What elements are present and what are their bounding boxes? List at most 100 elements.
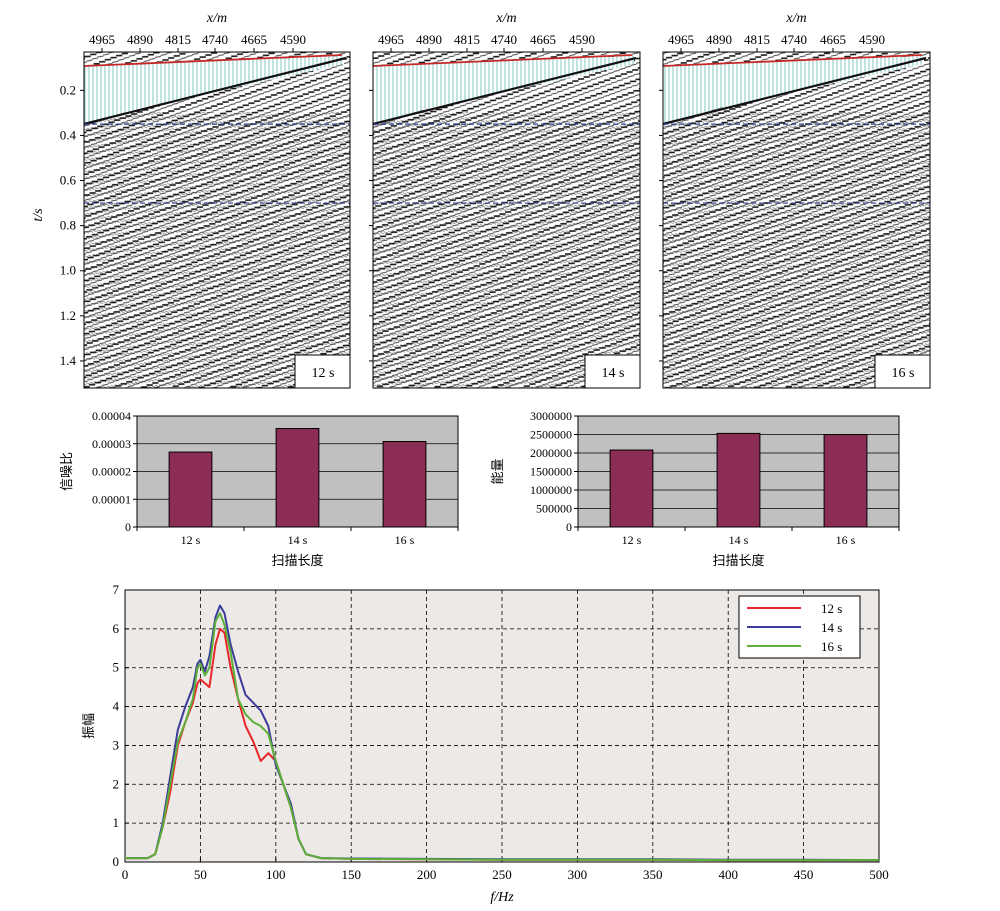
y-tick-label: 1.2 xyxy=(60,308,76,323)
y-tick-label: 0.00004 xyxy=(92,409,131,423)
direct-wave-line xyxy=(662,54,923,67)
y-tick-label: 0.00001 xyxy=(92,492,131,506)
x-tick-label: 4665 xyxy=(530,32,556,47)
x-tick-label: 100 xyxy=(266,867,286,882)
x-tick-label: 12 s xyxy=(622,533,642,547)
snr-bar-chart: 0 0.00001 0.00002 0.00003 0.00004 12 s 14 s 16 … xyxy=(60,409,459,569)
x-tick-label: 50 xyxy=(194,867,207,882)
series-line xyxy=(125,612,879,862)
y-tick-label: 2000000 xyxy=(530,446,572,460)
bar xyxy=(716,432,761,528)
x-tick-label: 400 xyxy=(718,867,738,882)
y-axis-label: 信噪比 xyxy=(60,452,75,491)
y-tick-label: 0 xyxy=(566,520,572,534)
y-axis-label: 振幅 xyxy=(82,713,97,739)
x-tick-label: 350 xyxy=(643,867,663,882)
seismic-traces-fine xyxy=(84,112,350,388)
y-axis-label: 能量 xyxy=(491,458,506,484)
panel-label-box xyxy=(584,354,641,389)
x-tick-label: 250 xyxy=(492,867,512,882)
panel-label-box xyxy=(874,354,931,389)
y-tick-label: 1000000 xyxy=(530,483,572,497)
direct-wave-line xyxy=(372,54,633,67)
bar xyxy=(823,434,868,528)
x-tick-label: 4665 xyxy=(820,32,846,47)
seismic-panels: 4965 4890 4815 4740 4665 4590 x/m 0.2 0.4 0.6 0.8 1… xyxy=(31,11,931,389)
y-tick-label: 1.0 xyxy=(60,263,76,278)
y-tick-label: 7 xyxy=(113,582,120,597)
panel-frame xyxy=(83,51,351,389)
x-tick-label: 4590 xyxy=(569,32,595,47)
x-tick-label: 4965 xyxy=(668,32,694,47)
x-tick-label: 500 xyxy=(869,867,889,882)
x-tick-label: 4890 xyxy=(416,32,442,47)
bar xyxy=(382,441,427,528)
x-tick-label: 150 xyxy=(341,867,361,882)
x-tick-label: 4890 xyxy=(127,32,153,47)
x-tick-label: 300 xyxy=(568,867,588,882)
pre-arrival-region xyxy=(373,56,634,124)
x-axis-label: 扫描长度 xyxy=(712,553,764,569)
bar xyxy=(168,451,213,528)
y-tick-label: 0.2 xyxy=(60,82,76,97)
y-tick-label: 0.00003 xyxy=(92,437,131,451)
x-tick-label: 4740 xyxy=(202,32,228,47)
x-axis-label: x/m xyxy=(495,11,516,26)
bar xyxy=(275,427,320,528)
seismic-panel: 4965 4890 4815 4740 4665 4590 x/m 14 s xyxy=(369,11,641,389)
x-tick-label: 16 s xyxy=(836,533,856,547)
x-tick-label: 16 s xyxy=(395,533,415,547)
y-tick-label: 0 xyxy=(113,854,120,869)
pre-arrival-region xyxy=(663,56,924,124)
seismic-panel: 4965 4890 4815 4740 4665 4590 x/m 16 s xyxy=(659,11,931,389)
y-tick-label: 6 xyxy=(113,621,120,636)
first-arrival-line xyxy=(372,56,637,126)
x-tick-label: 14 s xyxy=(729,533,749,547)
seismic-panel: 4965 4890 4815 4740 4665 4590 x/m 0.2 0.4 0.6 0.8 1… xyxy=(60,11,351,389)
x-tick-label: 4665 xyxy=(241,32,267,47)
x-tick-label: 4815 xyxy=(744,32,770,47)
legend-label: 14 s xyxy=(821,620,842,635)
panel-frame xyxy=(372,51,641,389)
bar xyxy=(609,449,654,528)
legend-label: 16 s xyxy=(821,639,842,654)
panel-label: 16 s xyxy=(892,366,915,381)
x-axis-label: x/m xyxy=(785,11,806,26)
y-tick-label: 0.8 xyxy=(60,218,76,233)
y-tick-label: 3000000 xyxy=(530,409,572,423)
first-arrival-line xyxy=(83,56,347,126)
legend-label: 12 s xyxy=(821,601,842,616)
x-axis-label: 扫描长度 xyxy=(271,553,323,569)
x-tick-label: 4740 xyxy=(781,32,807,47)
y-tick-label: 4 xyxy=(113,699,120,714)
panel-label-box xyxy=(294,354,351,389)
x-tick-label: 450 xyxy=(794,867,814,882)
x-tick-label: 4590 xyxy=(859,32,885,47)
direct-wave-line xyxy=(83,54,343,67)
x-tick-label: 14 s xyxy=(288,533,308,547)
x-tick-label: 4815 xyxy=(165,32,191,47)
y-axis-label: t/s xyxy=(31,208,46,222)
x-tick-label: 4740 xyxy=(491,32,517,47)
pre-arrival-region xyxy=(84,56,344,124)
y-tick-label: 0.6 xyxy=(60,173,77,188)
x-tick-label: 200 xyxy=(417,867,437,882)
seismic-traces-fine xyxy=(663,112,930,388)
x-axis-label: x/m xyxy=(206,11,227,26)
seismic-traces-fine xyxy=(373,112,640,388)
x-axis-label: f/Hz xyxy=(490,890,514,905)
spectrum-line-chart: 0 50 100 150 200 250 300 350 400 450 500 0 1 2 3 4 5 6 7 12… xyxy=(82,582,889,905)
y-tick-label: 0.4 xyxy=(60,127,77,142)
panel-label: 12 s xyxy=(312,366,335,381)
y-tick-label: 3 xyxy=(113,737,120,752)
energy-bar-chart: 0 500000 1000000 1500000 2000000 2500000 30000… xyxy=(491,409,900,569)
panel-label: 14 s xyxy=(602,366,625,381)
y-tick-label: 5 xyxy=(113,660,120,675)
y-tick-label: 1.4 xyxy=(60,353,77,368)
x-tick-label: 12 s xyxy=(181,533,201,547)
x-tick-label: 4590 xyxy=(280,32,306,47)
x-tick-label: 4965 xyxy=(378,32,404,47)
x-tick-label: 4815 xyxy=(454,32,480,47)
y-tick-label: 1 xyxy=(113,815,120,830)
